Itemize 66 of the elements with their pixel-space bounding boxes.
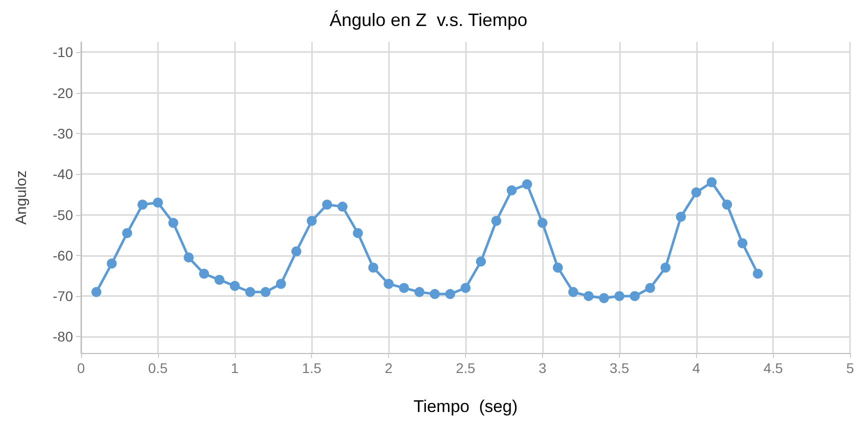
point xyxy=(599,293,609,304)
point xyxy=(368,262,378,273)
point xyxy=(752,268,763,279)
point xyxy=(584,291,594,302)
point xyxy=(245,287,256,298)
y-tick-label: -10 xyxy=(52,44,74,60)
x-tick-label: 4.5 xyxy=(763,360,784,376)
point xyxy=(214,274,224,285)
point xyxy=(430,289,440,300)
point xyxy=(722,200,732,210)
point xyxy=(322,200,332,210)
point xyxy=(552,262,563,273)
point xyxy=(122,228,132,238)
point xyxy=(460,282,471,293)
point xyxy=(260,287,271,298)
x-tick-label: 1.5 xyxy=(302,360,322,376)
point xyxy=(706,177,717,188)
point xyxy=(338,202,348,212)
point xyxy=(199,268,210,279)
point xyxy=(384,278,394,289)
point xyxy=(306,216,317,226)
x-tick-label: 2.5 xyxy=(456,360,476,376)
point xyxy=(352,228,363,238)
y-tick-label: -60 xyxy=(52,247,74,264)
x-tick-label: 1 xyxy=(230,360,239,376)
point xyxy=(645,282,656,293)
x-tick-label: 4 xyxy=(692,360,700,376)
point xyxy=(522,179,532,190)
y-axis-title: Anguloz xyxy=(13,170,30,225)
point xyxy=(291,246,302,256)
point xyxy=(230,280,240,291)
point xyxy=(676,212,686,222)
point xyxy=(737,238,748,248)
point xyxy=(537,218,548,228)
y-tick-label: -20 xyxy=(52,84,74,101)
y-tick-label: -30 xyxy=(52,125,74,142)
point xyxy=(568,287,578,298)
point xyxy=(506,185,517,196)
x-tick-label: 0.5 xyxy=(148,360,168,376)
y-tick-label: -40 xyxy=(52,166,74,182)
point xyxy=(660,262,671,273)
x-tick-label: 3 xyxy=(538,360,547,376)
point xyxy=(691,187,702,198)
point xyxy=(168,218,178,228)
point xyxy=(614,291,624,302)
x-axis-title: Tiempo (seg) xyxy=(413,397,518,416)
point xyxy=(399,282,410,293)
y-tick-label: -70 xyxy=(52,288,74,304)
point xyxy=(91,287,102,298)
x-tick-label: 3.5 xyxy=(610,360,630,376)
point xyxy=(414,287,424,298)
point xyxy=(445,289,456,300)
point xyxy=(138,200,148,210)
point xyxy=(630,291,640,302)
point xyxy=(491,216,502,226)
chart-title: Ángulo en Z v.s. Tiempo xyxy=(330,10,528,30)
x-tick-label: 0 xyxy=(77,360,86,376)
point xyxy=(476,256,486,267)
y-tick-label: -80 xyxy=(52,328,74,345)
x-tick-label: 5 xyxy=(846,360,854,376)
point xyxy=(106,258,117,269)
point xyxy=(184,252,194,262)
x-tick-label: 2 xyxy=(384,360,393,376)
point xyxy=(152,198,163,208)
y-tick-label: -50 xyxy=(52,206,74,223)
point xyxy=(276,278,286,289)
